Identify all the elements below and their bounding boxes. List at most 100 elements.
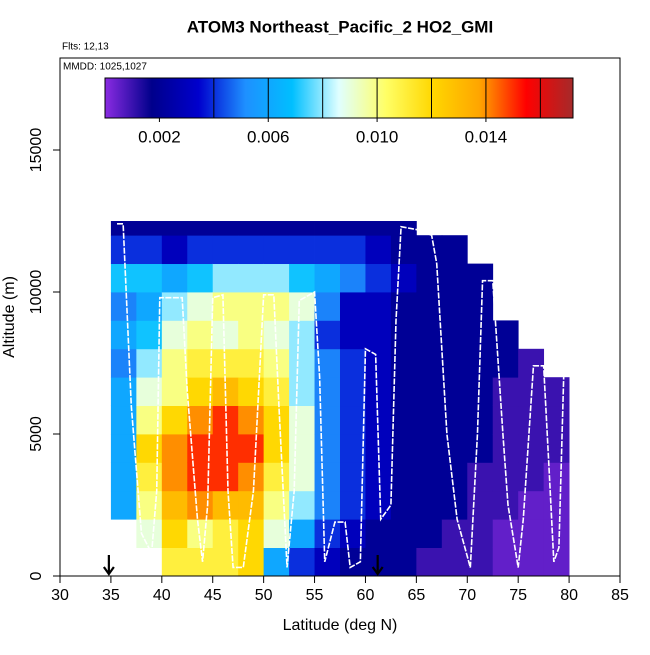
heat-cell — [289, 235, 315, 265]
heat-cell — [263, 462, 290, 492]
heat-cell — [263, 263, 290, 293]
flights-note: Flts: 12,13 — [62, 42, 109, 53]
heat-cell — [314, 405, 341, 435]
heat-cell — [263, 221, 290, 236]
heat-cell — [365, 377, 392, 407]
heat-cell — [543, 519, 570, 549]
heat-cell — [110, 348, 137, 378]
heat-cell — [238, 221, 265, 236]
heat-cell — [416, 292, 443, 321]
x-tick-label: 85 — [611, 587, 629, 604]
plot-frame — [59, 57, 621, 577]
heat-cell — [467, 292, 494, 321]
heat-cell — [238, 320, 265, 350]
heat-cell — [161, 263, 188, 293]
heat-cell — [340, 320, 366, 350]
dates-note: MMDD: 1025,1027 — [63, 62, 147, 73]
heat-cell — [518, 490, 545, 520]
heat-cell — [416, 348, 443, 378]
heat-cell — [110, 263, 137, 293]
heat-cell — [365, 235, 392, 265]
heat-cell — [365, 263, 392, 293]
heat-cell — [212, 462, 239, 492]
heat-cell — [263, 377, 290, 407]
heat-cell — [263, 292, 290, 321]
heat-cell — [136, 462, 163, 492]
heat-cell — [136, 221, 163, 236]
y-tick-label: 15000 — [28, 128, 45, 173]
heat-cell — [518, 462, 545, 492]
heat-cell — [212, 263, 239, 293]
heat-cell — [161, 519, 188, 549]
heat-cell — [187, 320, 214, 350]
heat-cell — [340, 405, 366, 435]
x-tick-label: 55 — [306, 587, 324, 604]
heat-cell — [390, 377, 417, 407]
heat-cell — [518, 434, 545, 463]
x-tick-label: 50 — [255, 587, 273, 604]
heat-cell — [314, 434, 341, 463]
heat-cell — [289, 405, 315, 435]
heat-cell — [441, 320, 468, 350]
heat-cell — [212, 235, 239, 265]
heat-cell — [467, 490, 494, 520]
heat-cell — [543, 405, 570, 435]
heat-cell — [365, 292, 392, 321]
heat-cell — [161, 547, 188, 577]
colorbar — [104, 77, 574, 119]
heat-cell — [340, 221, 366, 236]
x-tick-label: 80 — [560, 587, 578, 604]
heat-cell — [441, 292, 468, 321]
heat-cell — [441, 462, 468, 492]
heat-cell — [390, 263, 417, 293]
heat-cell — [289, 434, 315, 463]
heat-cell — [518, 547, 545, 577]
heat-cell — [416, 377, 443, 407]
heat-cell — [365, 320, 392, 350]
heat-cell — [263, 490, 290, 520]
x-tick-label: 75 — [509, 587, 527, 604]
heat-cell — [340, 377, 366, 407]
heat-cell — [340, 235, 366, 265]
heat-cell — [161, 221, 188, 236]
heat-cell — [212, 490, 239, 520]
heat-cell — [314, 292, 341, 321]
heat-cell — [416, 462, 443, 492]
heat-cell — [518, 348, 545, 378]
heat-cell — [441, 547, 468, 577]
heat-cell — [187, 547, 214, 577]
heat-cell — [492, 547, 519, 577]
colorbar-tick-label: 0.014 — [465, 127, 508, 146]
heat-cell — [161, 405, 188, 435]
heat-cell — [441, 434, 468, 463]
heat-cell — [238, 462, 265, 492]
heat-cell — [289, 263, 315, 293]
heat-cell — [289, 348, 315, 378]
colorbar-tick-label: 0.010 — [356, 127, 399, 146]
x-tick-label: 45 — [204, 587, 222, 604]
heat-cell — [340, 434, 366, 463]
heat-cell — [390, 221, 417, 236]
y-axis-label: Altitude (m) — [1, 276, 18, 358]
heat-cell — [314, 235, 341, 265]
heat-cell — [136, 320, 163, 350]
y-tick-label: 5000 — [28, 416, 45, 452]
heat-cell — [365, 519, 392, 549]
heat-cell — [543, 462, 570, 492]
heat-cell — [416, 519, 443, 549]
heat-cell — [492, 434, 519, 463]
heat-cell — [238, 434, 265, 463]
heat-cell — [161, 434, 188, 463]
heat-cell — [289, 519, 315, 549]
heat-cell — [492, 348, 519, 378]
heat-cell — [390, 547, 417, 577]
heat-cell — [467, 462, 494, 492]
arrow-marker — [102, 555, 115, 576]
heat-cell — [110, 377, 137, 407]
heat-cell — [187, 490, 214, 520]
heat-cell — [314, 377, 341, 407]
heat-cell — [212, 434, 239, 463]
heat-cell — [365, 490, 392, 520]
heat-cell — [110, 490, 137, 520]
heat-cell — [441, 348, 468, 378]
